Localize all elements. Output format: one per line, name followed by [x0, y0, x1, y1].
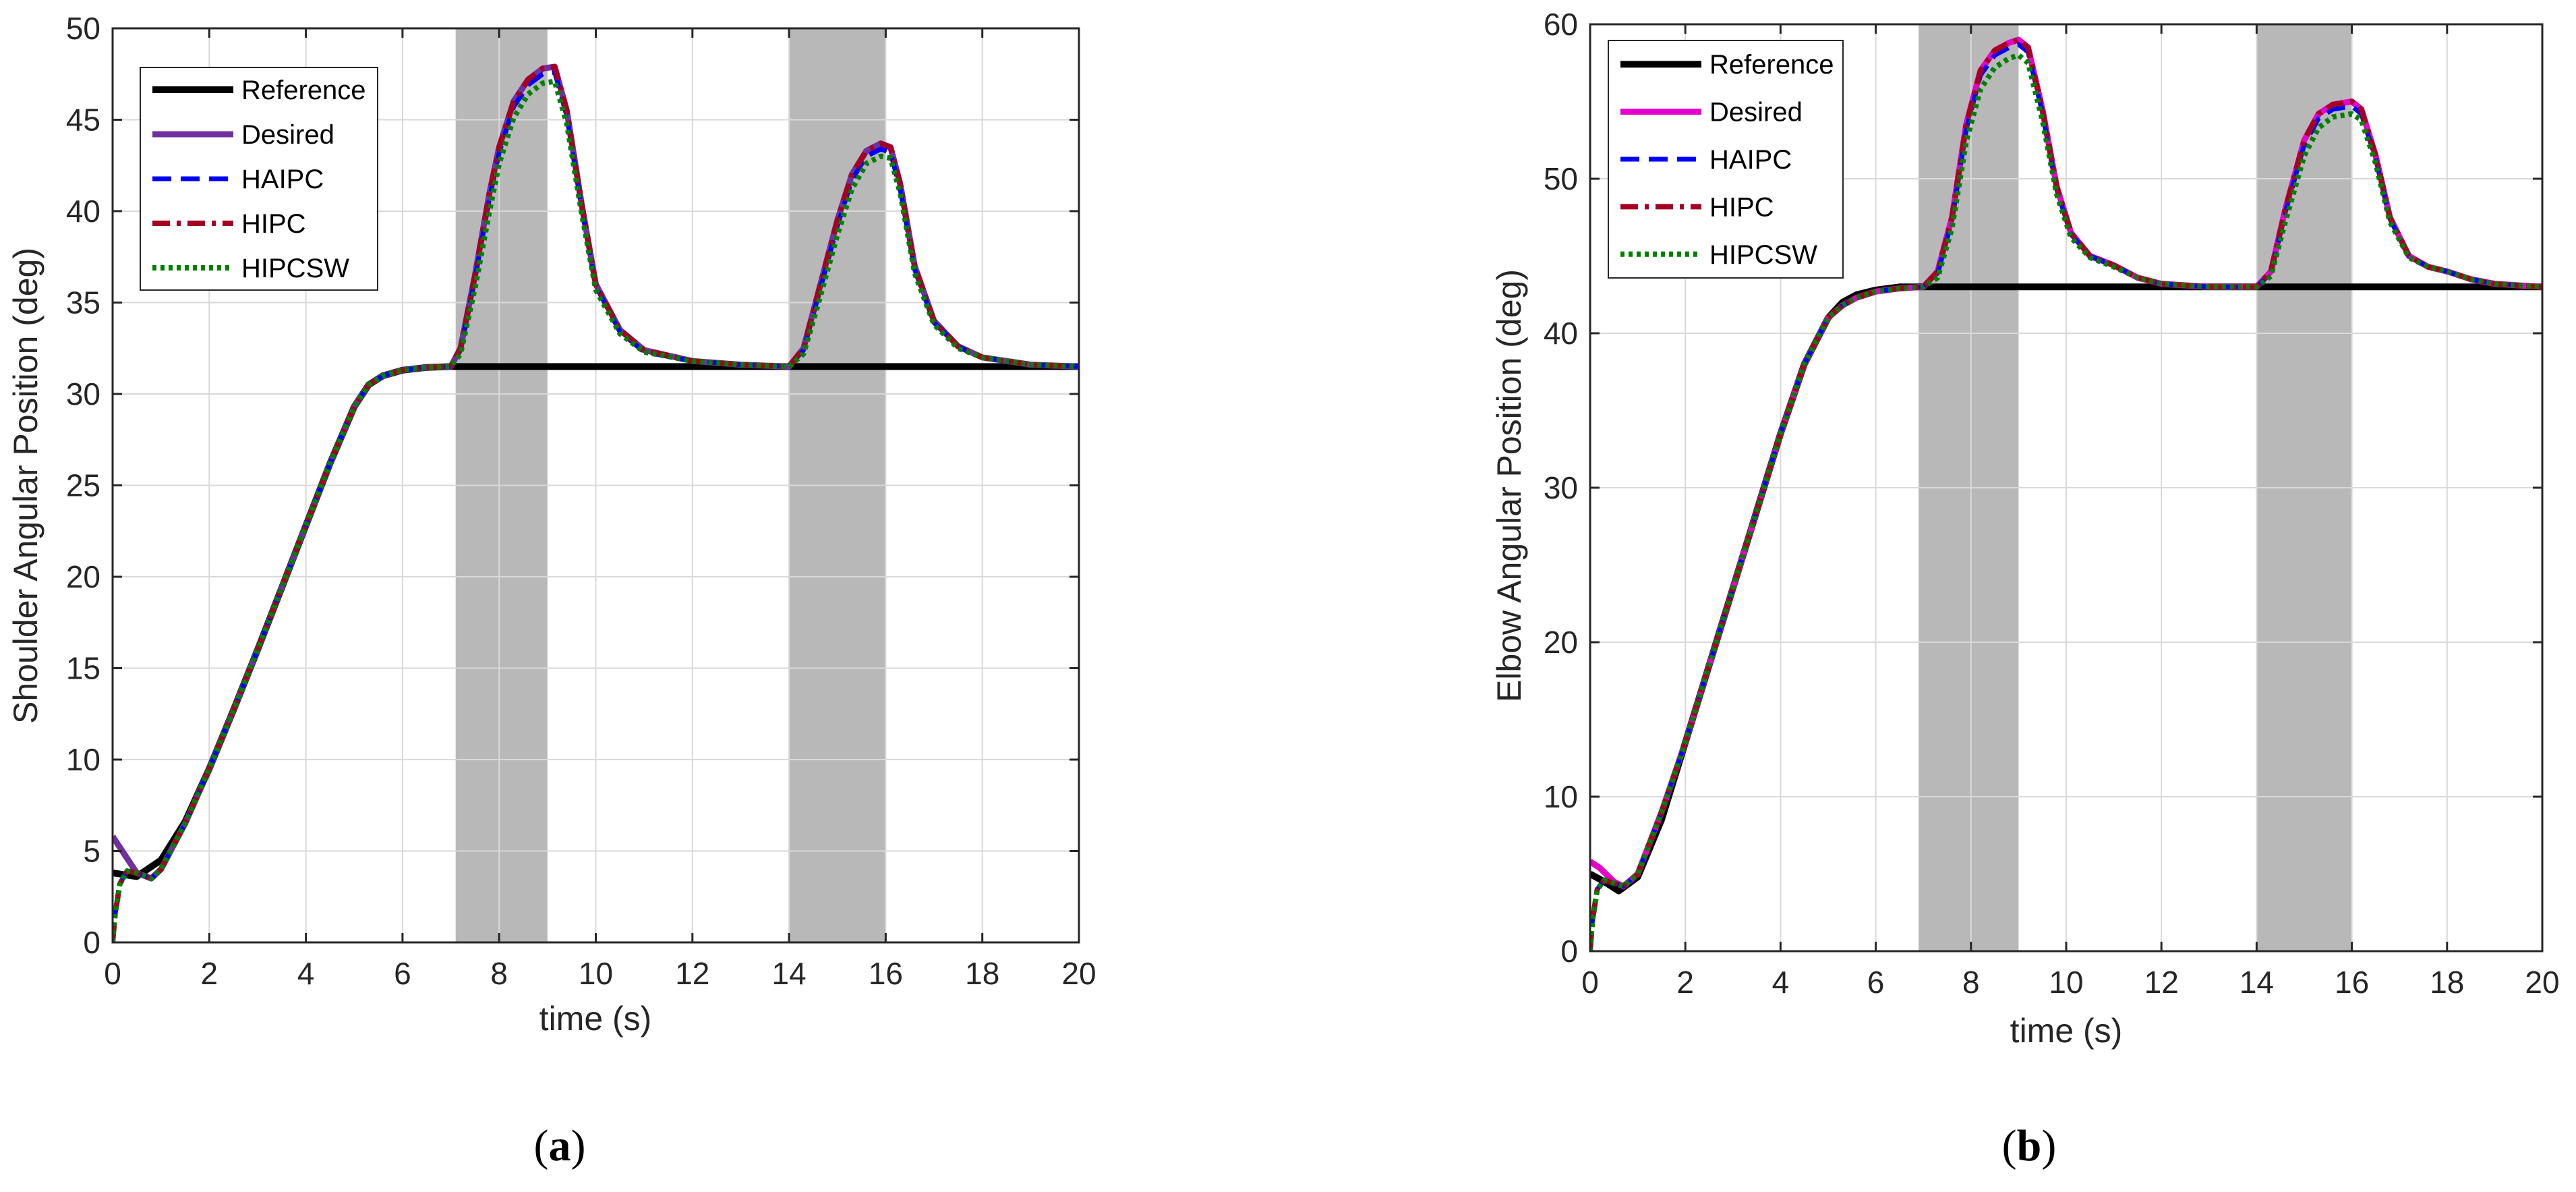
- x-tick-label: 16: [869, 956, 903, 991]
- x-tick-label: 18: [965, 956, 999, 991]
- x-tick-label: 10: [2049, 965, 2083, 1000]
- x-tick-label: 8: [1962, 965, 1980, 1000]
- x-tick-label: 2: [1676, 965, 1694, 1000]
- y-axis-label: Elbow Angular Position (deg): [1490, 269, 1528, 702]
- legend: Reference Desired HAIPC HIPC HIPCSW: [1608, 40, 1844, 279]
- legend-label-hipc: HIPC: [1709, 192, 1774, 222]
- y-tick-label: 30: [1544, 470, 1578, 505]
- panel-caption-letter: a: [549, 1121, 571, 1170]
- series-lines: [1590, 36, 2542, 951]
- y-tick-label: 45: [66, 103, 100, 138]
- legend: Reference Desired HAIPC HIPC HIPCSW: [140, 67, 378, 291]
- panel-caption: (b): [2002, 1121, 2057, 1170]
- y-axis-label: Shoulder Angular Position (deg): [7, 248, 45, 724]
- legend-label-desired: Desired: [1709, 98, 1803, 127]
- legend-label-haipc: HAIPC: [1709, 145, 1792, 175]
- series-line-haipc: [113, 69, 1079, 942]
- x-tick-label: 20: [2525, 965, 2559, 1000]
- y-tick-label: 5: [83, 834, 100, 869]
- x-tick-label: 12: [2144, 965, 2179, 1000]
- y-tick-label: 25: [66, 468, 100, 503]
- y-tick-label: 0: [83, 925, 100, 960]
- y-tick-label: 0: [1560, 934, 1578, 969]
- legend-label-hipcsw: HIPCSW: [241, 254, 349, 283]
- x-tick-label: 16: [2335, 965, 2369, 1000]
- series-line-hipcsw: [113, 78, 1079, 942]
- y-tick-label: 50: [66, 11, 100, 46]
- x-tick-label: 0: [104, 956, 121, 991]
- y-tick-label: 40: [66, 194, 100, 229]
- series-line-hipcsw: [1590, 52, 2542, 951]
- panel-caption: (a): [534, 1121, 586, 1170]
- x-tick-label: 12: [675, 956, 709, 991]
- y-tick-label: 30: [66, 376, 100, 411]
- x-tick-label: 20: [1061, 956, 1096, 991]
- legend-box: [1608, 40, 1844, 279]
- y-tick-label: 15: [66, 651, 100, 686]
- y-tick-label: 20: [66, 559, 100, 594]
- x-tick-label: 6: [1867, 965, 1885, 1000]
- y-tick-label: 20: [1544, 625, 1578, 660]
- x-tick-label: 10: [579, 956, 613, 991]
- legend-label-reference: Reference: [1709, 50, 1834, 80]
- x-tick-label: 18: [2430, 965, 2464, 1000]
- y-tick-label: 10: [66, 742, 100, 777]
- legend-label-desired: Desired: [241, 120, 334, 150]
- y-tick-label: 50: [1544, 161, 1578, 196]
- panel-caption-letter: b: [2017, 1121, 2042, 1170]
- legend-label-hipc: HIPC: [241, 209, 306, 239]
- y-tick-label: 60: [1544, 7, 1578, 42]
- x-tick-label: 4: [1772, 965, 1790, 1000]
- chart-panel-a: 0 2 4 6 8 10 12 14 16 18 20 0 5 10 15 20 25 30 35 40 45 50 tim…: [7, 11, 1096, 1170]
- legend-label-hipcsw: HIPCSW: [1709, 240, 1817, 270]
- y-tick-label: 35: [66, 285, 100, 320]
- x-tick-label: 4: [297, 956, 315, 991]
- y-tick-label: 10: [1544, 779, 1578, 814]
- y-tick-label: 40: [1544, 316, 1578, 351]
- x-axis-label: time (s): [539, 1000, 652, 1038]
- x-tick-label: 0: [1581, 965, 1599, 1000]
- chart-panel-b: 0 2 4 6 8 10 12 14 16 18 20 0 10 20 30 40 50 60 time (s) El…: [1490, 7, 2560, 1170]
- legend-box: [140, 67, 378, 291]
- legend-label-haipc: HAIPC: [241, 165, 324, 194]
- x-tick-label: 14: [772, 956, 807, 991]
- x-axis-label: time (s): [2010, 1012, 2123, 1050]
- legend-label-reference: Reference: [241, 76, 366, 105]
- x-tick-label: 6: [394, 956, 411, 991]
- x-tick-label: 8: [490, 956, 508, 991]
- x-tick-label: 14: [2240, 965, 2274, 1000]
- series-lines: [113, 63, 1079, 942]
- x-tick-label: 2: [201, 956, 218, 991]
